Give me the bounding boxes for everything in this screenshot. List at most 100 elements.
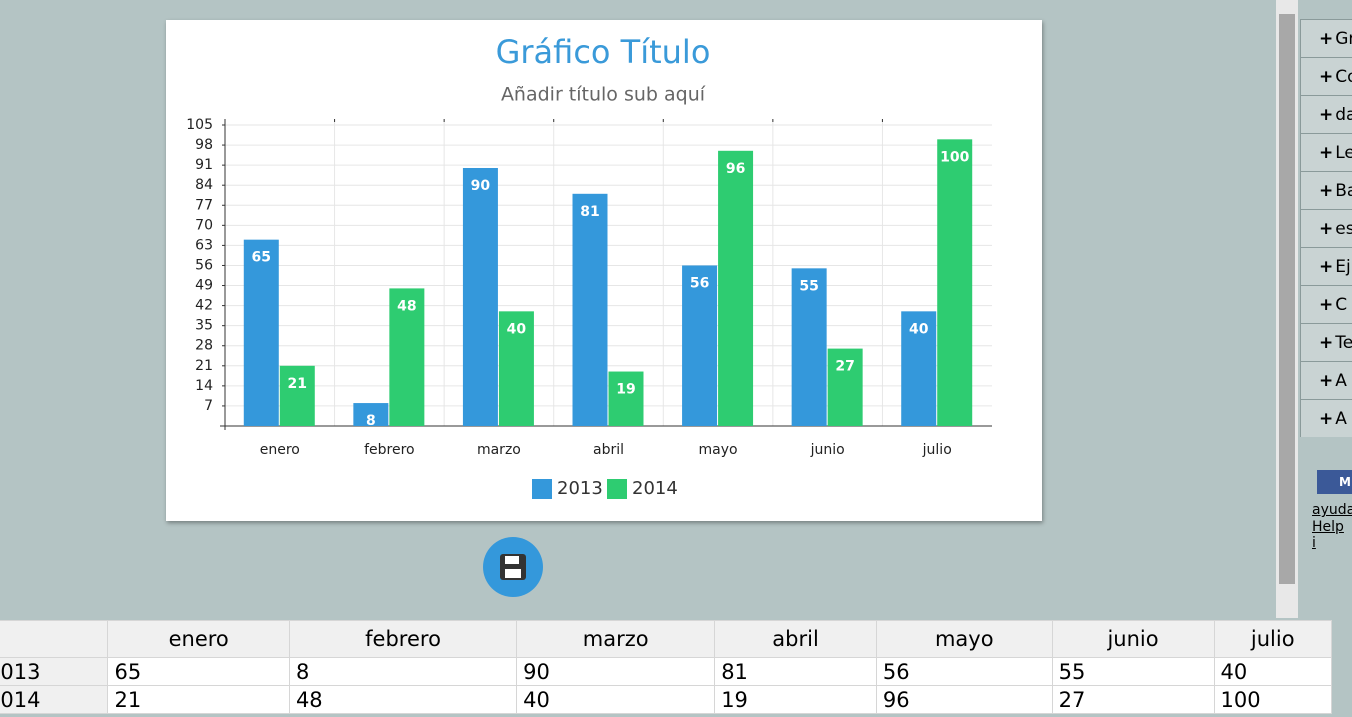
- menu-item[interactable]: + C: [1300, 285, 1352, 323]
- menu-label: A: [1335, 409, 1347, 429]
- header-cell[interactable]: marzo: [516, 620, 716, 658]
- bar: [572, 193, 608, 426]
- menu-item[interactable]: + Ej: [1300, 247, 1352, 285]
- data-cell[interactable]: 8: [288, 657, 518, 686]
- facebook-button[interactable]: M: [1317, 470, 1352, 494]
- bar: [901, 311, 937, 426]
- menu-item[interactable]: + Te: [1300, 323, 1352, 361]
- menu-label: es: [1335, 219, 1352, 239]
- header-cell[interactable]: mayo: [875, 620, 1053, 658]
- data-label: 27: [835, 359, 854, 375]
- data-label: 21: [288, 376, 307, 392]
- bar: [353, 403, 389, 426]
- data-cell[interactable]: 81: [714, 657, 877, 686]
- data-cell[interactable]: 96: [875, 685, 1053, 714]
- help-link[interactable]: Help i: [1312, 519, 1344, 551]
- save-button[interactable]: [483, 537, 543, 597]
- help-link[interactable]: ayuda: [1312, 502, 1352, 518]
- menu-item[interactable]: +Le: [1300, 133, 1352, 171]
- y-tick-label: 77: [195, 197, 213, 213]
- bar: [279, 365, 315, 426]
- y-tick-label: 91: [195, 157, 213, 173]
- data-cell[interactable]: 100: [1213, 685, 1332, 714]
- header-cell[interactable]: enero: [107, 620, 290, 658]
- menu-item[interactable]: +da: [1300, 95, 1352, 133]
- data-row: 20136589081565540: [0, 657, 1332, 686]
- data-table: enerofebreromarzoabrilmayojuniojulio2013…: [0, 620, 1332, 714]
- y-tick-label: 70: [195, 217, 213, 233]
- plus-icon: +: [1319, 29, 1334, 49]
- bar: [937, 139, 973, 427]
- menu-label: Te: [1335, 333, 1352, 353]
- bar: [827, 348, 863, 426]
- bar: [243, 239, 279, 426]
- x-tick-label: julio: [922, 442, 952, 458]
- data-cell[interactable]: 90: [516, 657, 716, 686]
- corner-cell[interactable]: [0, 620, 109, 658]
- data-cell[interactable]: 65: [107, 657, 290, 686]
- data-label: 55: [799, 278, 818, 294]
- header-cell[interactable]: febrero: [288, 620, 518, 658]
- menu-label: Gr: [1335, 29, 1352, 49]
- bar: [498, 311, 534, 426]
- bar: [608, 371, 644, 426]
- menu-item[interactable]: +Ba: [1300, 171, 1352, 209]
- y-tick-label: 105: [186, 117, 213, 133]
- data-row: 2014214840199627100: [0, 685, 1332, 714]
- y-tick-label: 49: [195, 278, 213, 294]
- row-label[interactable]: 2014: [0, 685, 109, 714]
- data-label: 8: [366, 413, 376, 429]
- data-label: 56: [690, 275, 709, 291]
- data-cell[interactable]: 21: [107, 685, 290, 714]
- x-tick-label: abril: [593, 442, 624, 458]
- plus-icon: +: [1319, 371, 1334, 391]
- data-cell[interactable]: 40: [516, 685, 716, 714]
- bar: [462, 168, 498, 426]
- header-cell[interactable]: abril: [714, 620, 877, 658]
- menu-item[interactable]: +Gr: [1300, 19, 1352, 57]
- save-icon: [500, 554, 526, 580]
- data-label: 65: [252, 250, 271, 266]
- x-tick-label: enero: [260, 442, 300, 458]
- menu-label: da: [1335, 105, 1352, 125]
- plus-icon: +: [1319, 295, 1334, 315]
- data-cell[interactable]: 48: [288, 685, 518, 714]
- plus-icon: +: [1319, 257, 1334, 277]
- data-cell[interactable]: 56: [875, 657, 1053, 686]
- menu-label: Ej: [1335, 257, 1351, 277]
- bar: [791, 268, 827, 426]
- bar: [682, 265, 718, 426]
- menu-item[interactable]: + A: [1300, 399, 1352, 437]
- y-tick-label: 28: [195, 338, 213, 354]
- plus-icon: +: [1319, 409, 1334, 429]
- data-label: 40: [909, 321, 929, 337]
- menu-label: Le: [1335, 143, 1352, 163]
- menu-item[interactable]: + A: [1300, 361, 1352, 399]
- row-label[interactable]: 2013: [0, 657, 109, 686]
- menu-item[interactable]: +Co: [1300, 57, 1352, 95]
- y-tick-label: 84: [195, 177, 213, 193]
- x-tick-label: junio: [810, 442, 845, 458]
- plus-icon: +: [1319, 105, 1334, 125]
- sidebar: +Gr+Co+da+Le+Ba+es+Ej+C+Te+A+A: [1300, 19, 1352, 437]
- chart-subtitle: Añadir título sub aquí: [501, 84, 706, 106]
- y-tick-label: 7: [204, 398, 213, 414]
- legend-label: 2013: [557, 478, 603, 499]
- data-cell[interactable]: 55: [1051, 657, 1215, 686]
- scroll-thumb[interactable]: [1279, 14, 1295, 584]
- data-label: 96: [726, 161, 745, 177]
- menu-label: Ba: [1335, 181, 1352, 201]
- data-label: 19: [616, 382, 635, 398]
- data-label: 48: [397, 298, 416, 314]
- menu-item[interactable]: +es: [1300, 209, 1352, 247]
- header-cell[interactable]: julio: [1213, 620, 1332, 658]
- y-tick-label: 21: [195, 358, 213, 374]
- scrollbar[interactable]: [1276, 0, 1298, 618]
- header-cell[interactable]: junio: [1051, 620, 1215, 658]
- x-tick-label: febrero: [364, 442, 415, 458]
- data-cell[interactable]: 19: [714, 685, 877, 714]
- plus-icon: +: [1319, 143, 1334, 163]
- data-cell[interactable]: 27: [1051, 685, 1215, 714]
- data-cell[interactable]: 40: [1213, 657, 1332, 686]
